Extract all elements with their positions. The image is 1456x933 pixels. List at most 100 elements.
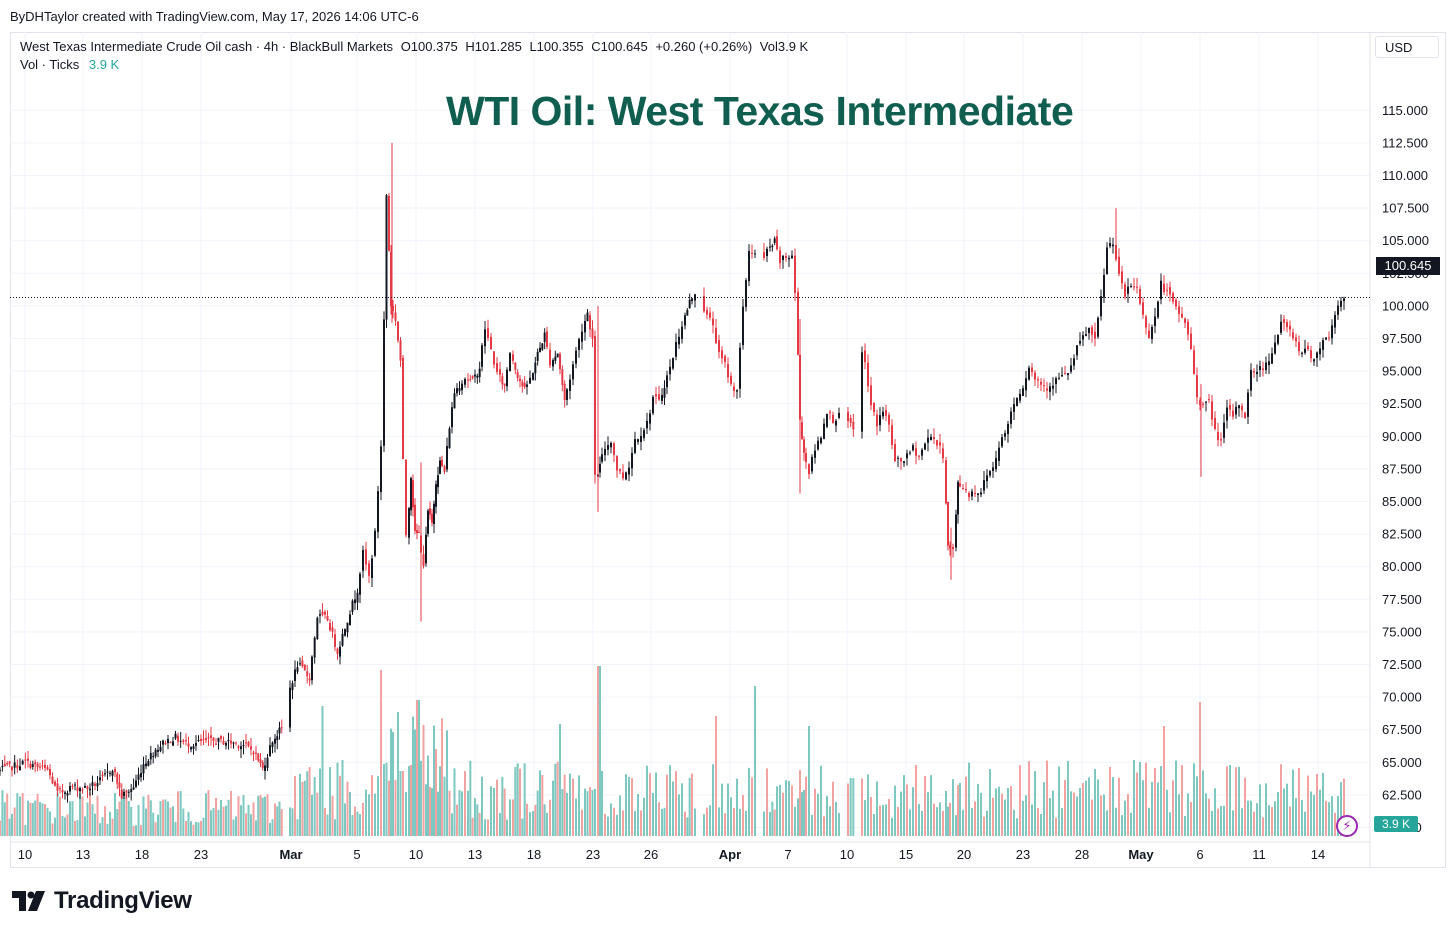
tradingview-logo[interactable]: TradingView (12, 886, 192, 916)
volume-bar (140, 825, 142, 836)
volume-bar (952, 779, 954, 836)
candle-body (1304, 348, 1306, 353)
candle-body (541, 343, 544, 350)
volume-bar (1283, 788, 1285, 836)
candle-body (237, 746, 240, 748)
last-price-tag: 100.645 (1376, 257, 1440, 275)
candle-body (563, 383, 566, 400)
volume-bar (308, 767, 311, 836)
volume-bar (1274, 801, 1276, 836)
candle-body (399, 340, 402, 361)
volume-bar (739, 808, 741, 836)
volume-bar (1337, 795, 1339, 836)
candle-body (1133, 286, 1135, 288)
volume-bar (936, 807, 938, 836)
candle-body (255, 752, 257, 754)
candle-body (1193, 350, 1195, 375)
volume-bar (625, 774, 627, 836)
candle-body (179, 740, 182, 742)
volume-bar (903, 775, 905, 836)
volume-bar (371, 775, 373, 836)
bolt-icon[interactable]: ⚡ (1336, 815, 1358, 837)
x-tick-label: 14 (1311, 847, 1325, 862)
candle-body (433, 503, 435, 525)
candle-body (965, 488, 967, 491)
candle-body (1145, 316, 1147, 328)
candle-body (785, 256, 787, 259)
candle-body (344, 629, 346, 636)
volume-bar (217, 809, 220, 836)
volume-bar (900, 791, 902, 836)
candle-body (458, 387, 461, 392)
candle-body (301, 660, 304, 667)
candle-body (259, 759, 262, 763)
volume-bar (16, 793, 19, 836)
candle-body (1247, 392, 1249, 417)
volume-bar (240, 805, 242, 836)
volume-bar (501, 776, 504, 836)
candle-body (359, 573, 361, 595)
candle-body (1241, 405, 1243, 411)
currency-button[interactable]: USD (1375, 36, 1439, 58)
volume-bar (0, 820, 1, 836)
candle-body (616, 456, 618, 471)
candle-body (16, 765, 19, 769)
volume-bar (1025, 795, 1027, 836)
volume-bar (1160, 766, 1162, 836)
candle-body (888, 414, 890, 425)
candle-body (341, 633, 344, 646)
volume-bar (897, 806, 899, 836)
candle-body (1022, 388, 1024, 396)
candle-body (496, 363, 498, 372)
candle-body (1154, 316, 1156, 327)
volume-bar (805, 776, 807, 836)
volume-bar (599, 666, 601, 836)
candle-body (1160, 280, 1162, 300)
volume-bar (543, 804, 546, 836)
volume-bar (294, 775, 296, 836)
candle-body (739, 347, 741, 389)
volume-bar (104, 806, 106, 836)
volume-bar (91, 804, 94, 836)
volume-bar (31, 802, 34, 836)
volume-bar (1118, 777, 1120, 836)
volume-bar (422, 724, 425, 836)
volume-bar (341, 760, 344, 836)
candle-body (1211, 401, 1213, 420)
volume-bar (619, 795, 621, 836)
volume-bar (1040, 813, 1042, 836)
candle-body (1040, 381, 1042, 385)
candle-body (427, 510, 429, 534)
volume-bar (49, 811, 51, 836)
volume-bar (114, 793, 116, 836)
y-tick-label: 87.500 (1382, 461, 1422, 476)
volume-bar (983, 816, 985, 836)
volume-bar (532, 811, 534, 836)
volume-bar (1106, 810, 1108, 836)
candle-body (1283, 319, 1285, 323)
candle-body (640, 435, 642, 442)
volume-bar (412, 716, 414, 836)
candle-body (109, 772, 111, 774)
candle-body (324, 611, 326, 615)
candle-body (1037, 379, 1039, 381)
candle-body (681, 326, 683, 339)
volume-bar (838, 812, 840, 836)
y-tick-label: 92.500 (1382, 396, 1422, 411)
volume-bar (506, 819, 508, 836)
candle-body (354, 599, 356, 604)
volume-bar (939, 802, 941, 836)
candle-body (835, 420, 837, 426)
candle-body (1238, 405, 1240, 409)
candle-body (1118, 256, 1120, 274)
volume-bar (137, 805, 140, 836)
candle-body (501, 376, 504, 385)
candle-body (195, 742, 197, 746)
candle-body (870, 385, 872, 406)
candle-body (552, 360, 554, 367)
candle-body (1208, 399, 1210, 401)
volume-bar (59, 796, 61, 836)
candle-body (3, 763, 6, 767)
candle-body (514, 362, 517, 370)
